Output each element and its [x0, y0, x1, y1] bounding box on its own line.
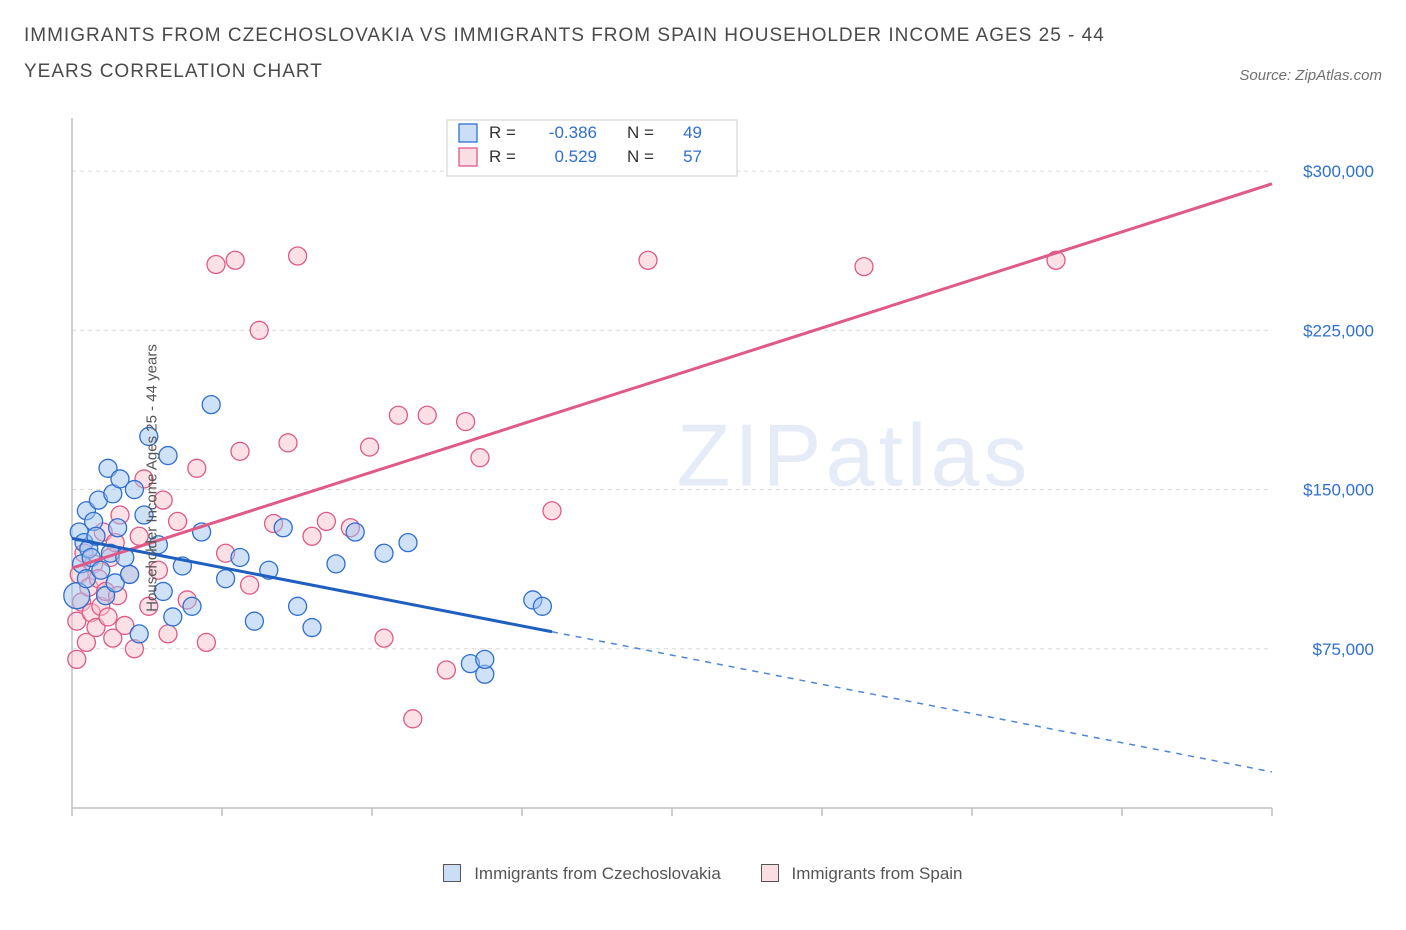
data-point: [437, 661, 455, 679]
data-point: [543, 502, 561, 520]
legend-label-spain: Immigrants from Spain: [792, 864, 963, 883]
chart-title: IMMIGRANTS FROM CZECHOSLOVAKIA VS IMMIGR…: [24, 18, 1174, 90]
legend-label-czech: Immigrants from Czechoslovakia: [474, 864, 721, 883]
y-tick-label: $225,000: [1303, 321, 1374, 340]
data-point: [245, 612, 263, 630]
data-point: [231, 443, 249, 461]
y-tick-label: $150,000: [1303, 481, 1374, 500]
data-point: [164, 608, 182, 626]
data-point: [68, 651, 86, 669]
stats-swatch: [459, 148, 477, 166]
data-point: [361, 438, 379, 456]
legend-item-spain: Immigrants from Spain: [761, 864, 963, 884]
stats-n-value: 57: [683, 147, 702, 166]
data-point: [197, 634, 215, 652]
data-point: [217, 570, 235, 588]
data-point: [375, 629, 393, 647]
source-name: ZipAtlas.com: [1295, 67, 1382, 84]
data-point: [303, 527, 321, 545]
data-point: [418, 406, 436, 424]
data-point: [289, 247, 307, 265]
data-point: [457, 413, 475, 431]
data-point: [169, 513, 187, 531]
data-point: [389, 406, 407, 424]
data-point: [202, 396, 220, 414]
chart-container: Householder Income Ages 25 - 44 years $7…: [24, 98, 1382, 858]
data-point: [231, 549, 249, 567]
data-point: [159, 447, 177, 465]
y-tick-label: $300,000: [1303, 162, 1374, 181]
data-point: [183, 597, 201, 615]
data-point: [639, 251, 657, 269]
data-point: [125, 481, 143, 499]
data-point: [855, 258, 873, 276]
data-point: [99, 608, 117, 626]
data-point: [159, 625, 177, 643]
header: IMMIGRANTS FROM CZECHOSLOVAKIA VS IMMIGR…: [24, 18, 1382, 90]
data-point: [188, 459, 206, 477]
y-tick-label: $75,000: [1313, 640, 1374, 659]
data-point: [241, 576, 259, 594]
data-point: [289, 597, 307, 615]
data-point: [303, 619, 321, 637]
data-point: [226, 251, 244, 269]
trendline-spain: [72, 184, 1272, 568]
scatter-plot: $75,000 $150,000 $225,000 $300,000 ZIPatlas R…: [62, 98, 1382, 858]
data-point: [130, 625, 148, 643]
legend-swatch-pink: [761, 864, 779, 882]
bottom-legend: Immigrants from Czechoslovakia Immigrant…: [24, 864, 1382, 884]
data-point: [533, 597, 551, 615]
data-point: [207, 256, 225, 274]
data-point: [121, 566, 139, 584]
y-axis-label: Householder Income Ages 25 - 44 years: [143, 344, 160, 612]
legend-swatch-blue: [443, 864, 461, 882]
legend-item-czech: Immigrants from Czechoslovakia: [443, 864, 720, 884]
source-label: Source:: [1239, 67, 1295, 84]
data-point: [250, 321, 268, 339]
data-point: [327, 555, 345, 573]
data-point: [92, 561, 110, 579]
data-point: [346, 523, 364, 541]
stats-r-value: 0.529: [554, 147, 597, 166]
data-point: [274, 519, 292, 537]
data-point: [279, 434, 297, 452]
data-point: [399, 534, 417, 552]
data-point: [404, 710, 422, 728]
data-point: [109, 519, 127, 537]
stats-r-label: R =: [489, 147, 516, 166]
watermark: ZIPatlas: [677, 406, 1032, 505]
data-point: [375, 544, 393, 562]
data-point: [471, 449, 489, 467]
stats-r-label: R =: [489, 123, 516, 142]
stats-n-label: N =: [627, 123, 654, 142]
data-point: [317, 513, 335, 531]
trendline-czech-dashed: [552, 632, 1272, 772]
data-point: [476, 651, 494, 669]
source-attribution: Source: ZipAtlas.com: [1239, 67, 1382, 90]
stats-r-value: -0.386: [549, 123, 597, 142]
stats-n-label: N =: [627, 147, 654, 166]
stats-n-value: 49: [683, 123, 702, 142]
stats-swatch: [459, 124, 477, 142]
